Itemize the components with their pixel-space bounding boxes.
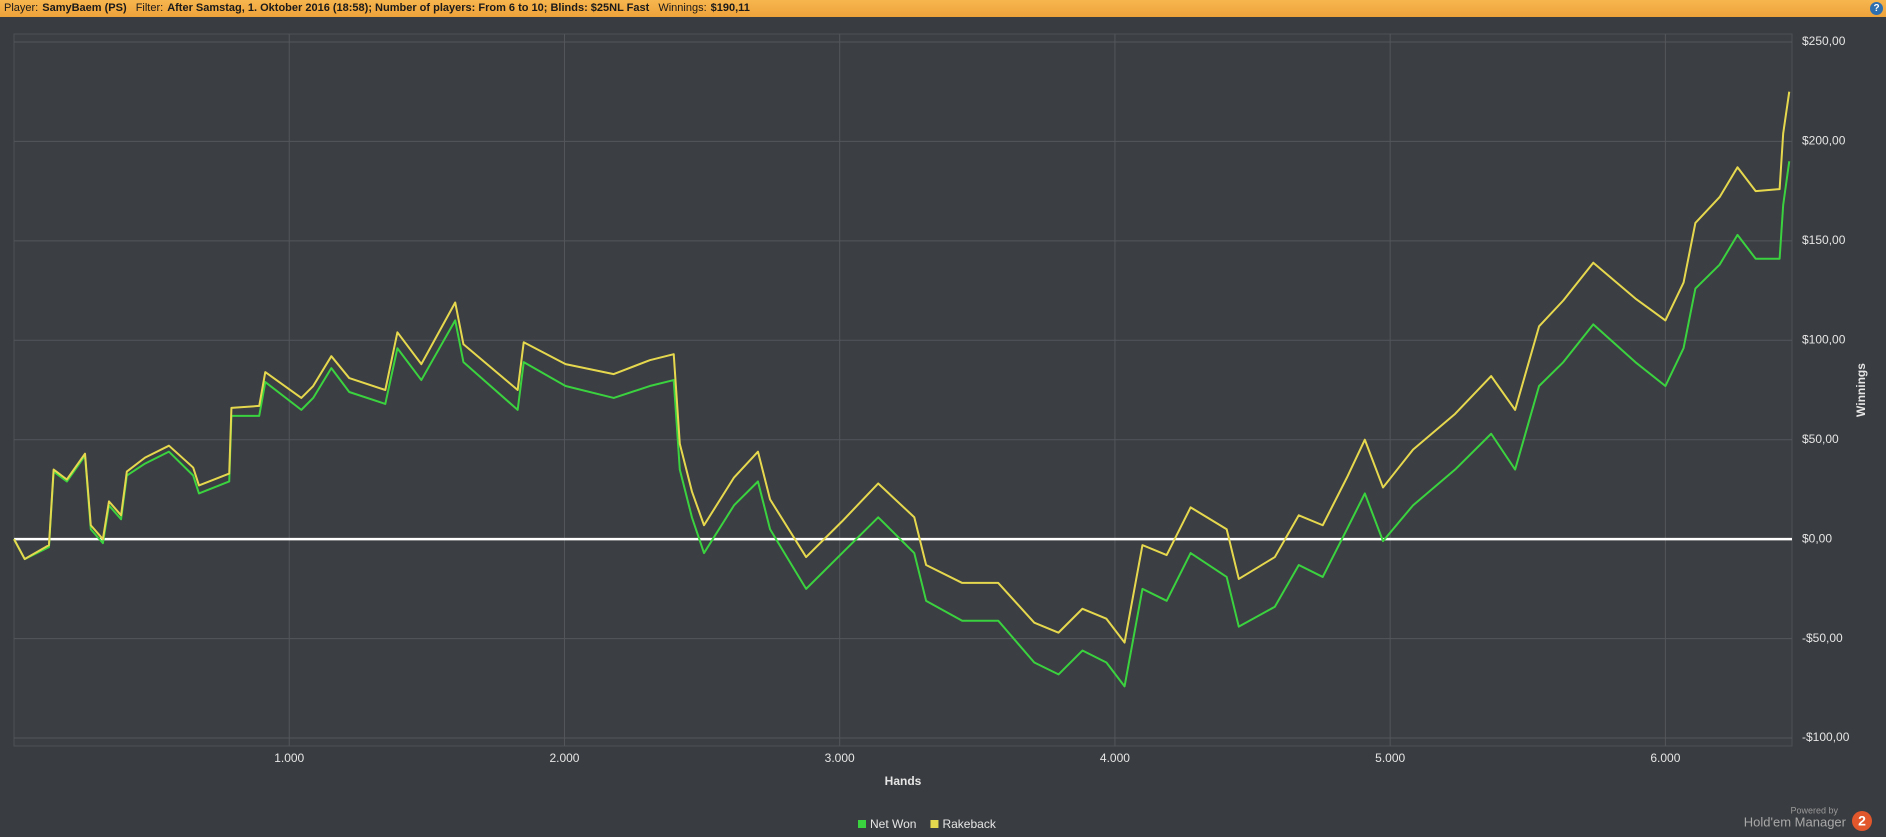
legend-label: Net Won: [870, 817, 916, 831]
watermark-badge-text: 2: [1858, 813, 1866, 829]
watermark-small: Powered by: [1790, 805, 1838, 815]
series-line: [13, 91, 1791, 644]
field-value: After Samstag, 1. Oktober 2016 (18:58); …: [167, 2, 650, 14]
legend-swatch: [858, 820, 866, 828]
field-label: Winnings:: [658, 2, 707, 14]
y-tick-label: $0,00: [1802, 531, 1832, 545]
plot-area: [13, 33, 1793, 747]
x-tick-label: 5.000: [1375, 751, 1405, 765]
field-value: $190,11: [710, 2, 750, 14]
y-tick-label: $150,00: [1802, 233, 1846, 247]
series-line: [13, 161, 1791, 688]
field-label: Filter:: [135, 2, 164, 14]
y-axis-label: Winnings: [1854, 363, 1868, 417]
legend-swatch: [930, 820, 939, 828]
x-tick-label: 1.000: [274, 751, 304, 765]
field-value: SamyBaem (PS): [42, 2, 127, 14]
y-tick-label: $250,00: [1802, 34, 1846, 48]
x-tick-label: 3.000: [825, 751, 855, 765]
y-tick-label: $100,00: [1802, 332, 1846, 346]
watermark-badge: [1852, 811, 1872, 831]
x-tick-label: 6.000: [1650, 751, 1680, 765]
x-tick-label: 2.000: [549, 751, 579, 765]
x-tick-label: 4.000: [1100, 751, 1130, 765]
header-bar: Player: SamyBaem (PS) Filter: After Samsta…: [0, 0, 1886, 17]
watermark-name: Hold'em Manager: [1744, 814, 1847, 829]
y-tick-label: -$50,00: [1802, 631, 1843, 645]
y-tick-label: -$100,00: [1802, 730, 1850, 744]
help-button[interactable]: ?: [1870, 2, 1883, 15]
y-tick-label: $200,00: [1802, 134, 1846, 148]
field-label: Player:: [4, 2, 39, 14]
legend-label: Rakeback: [942, 817, 996, 831]
x-axis-label: Hands: [885, 774, 922, 788]
y-tick-label: $50,00: [1802, 432, 1839, 446]
